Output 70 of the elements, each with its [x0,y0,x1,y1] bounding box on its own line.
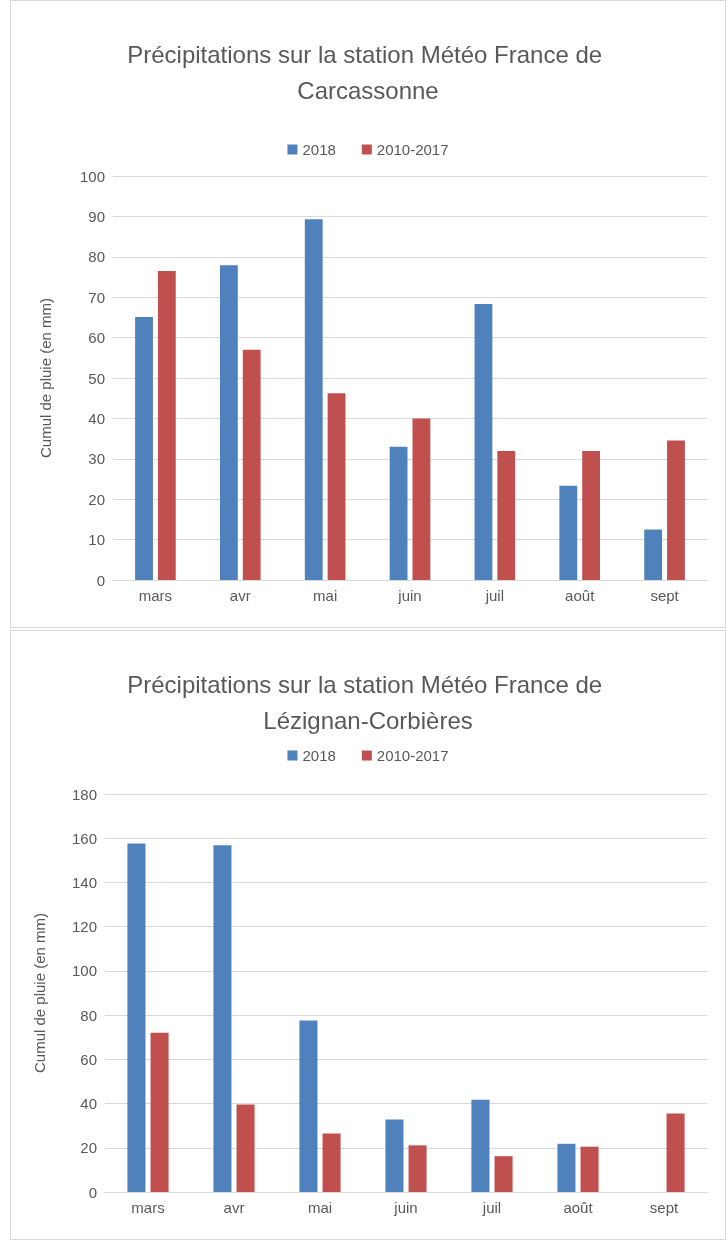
bar [497,451,516,580]
bar [474,304,493,580]
bar [150,1032,169,1192]
y-tick-label: 180 [71,785,97,803]
bar [219,265,238,580]
x-tick-label: août [565,587,596,604]
y-tick-label: 0 [96,571,105,589]
legend-label: 2018 [302,747,336,764]
bar [236,1104,255,1192]
bar [213,845,232,1192]
x-tick-label: avr [223,1199,245,1216]
y-tick-label: 40 [80,1095,97,1113]
chart-title: Précipitations sur la station Météo France de Carcassonne [127,40,609,104]
x-tick-label: mai [313,587,338,604]
x-tick-label: juil [484,587,505,604]
y-tick-label: 70 [88,288,105,306]
bar [471,1099,490,1192]
bar [242,349,261,580]
bar [559,485,578,580]
x-tick-label: mars [138,587,173,604]
bar [327,393,346,580]
y-tick-label: 20 [88,490,105,508]
y-tick-label: 80 [88,248,105,266]
y-tick-label: 100 [71,962,97,980]
y-axis-title: Cumul de pluie (en mm) [37,297,54,459]
y-tick-label: 30 [88,450,105,468]
y-tick-label: 60 [88,329,105,347]
legend-label: 2018 [302,141,336,158]
bar [304,219,323,580]
bar [667,440,685,580]
y-tick-label: 160 [71,829,97,847]
y-tick-label: 60 [80,1050,97,1068]
bar [494,1156,513,1192]
legend-label: 2010-2017 [376,141,449,158]
y-tick-label: 10 [88,531,105,549]
bar [385,1119,404,1192]
x-tick-label: août [563,1199,594,1216]
y-tick-label: 80 [80,1006,97,1024]
y-tick-label: 50 [88,369,105,387]
bar [157,270,176,580]
y-tick-label: 40 [88,409,105,427]
x-tick-label: juin [397,587,422,604]
chart-title: Précipitations sur la station Météo France de Lézignan-Corbières [127,670,609,734]
bar [580,1146,599,1192]
x-tick-label: juin [393,1199,418,1216]
x-tick-label: sept [650,587,680,604]
bar [322,1133,341,1192]
bar [412,418,431,580]
y-tick-label: 100 [79,167,105,185]
y-tick-label: 140 [71,873,97,891]
x-tick-label: avr [229,587,251,604]
y-tick-label: 0 [88,1183,97,1201]
bar [389,446,408,580]
bar [557,1143,576,1192]
bar [299,1020,318,1192]
y-axis-title: Cumul de pluie (en mm) [31,912,48,1074]
bar [127,843,146,1192]
bar [408,1145,427,1192]
bar [135,317,153,580]
x-tick-label: juil [481,1199,502,1216]
legend-label: 2010-2017 [376,747,449,764]
x-tick-label: mai [307,1199,333,1216]
bar [666,1113,685,1192]
x-tick-label: mars [131,1199,165,1216]
y-tick-label: 20 [80,1139,97,1157]
bar [582,451,601,580]
y-tick-label: 90 [88,207,105,225]
y-tick-label: 120 [71,918,97,936]
x-tick-label: sept [649,1199,679,1216]
bar [644,529,663,580]
